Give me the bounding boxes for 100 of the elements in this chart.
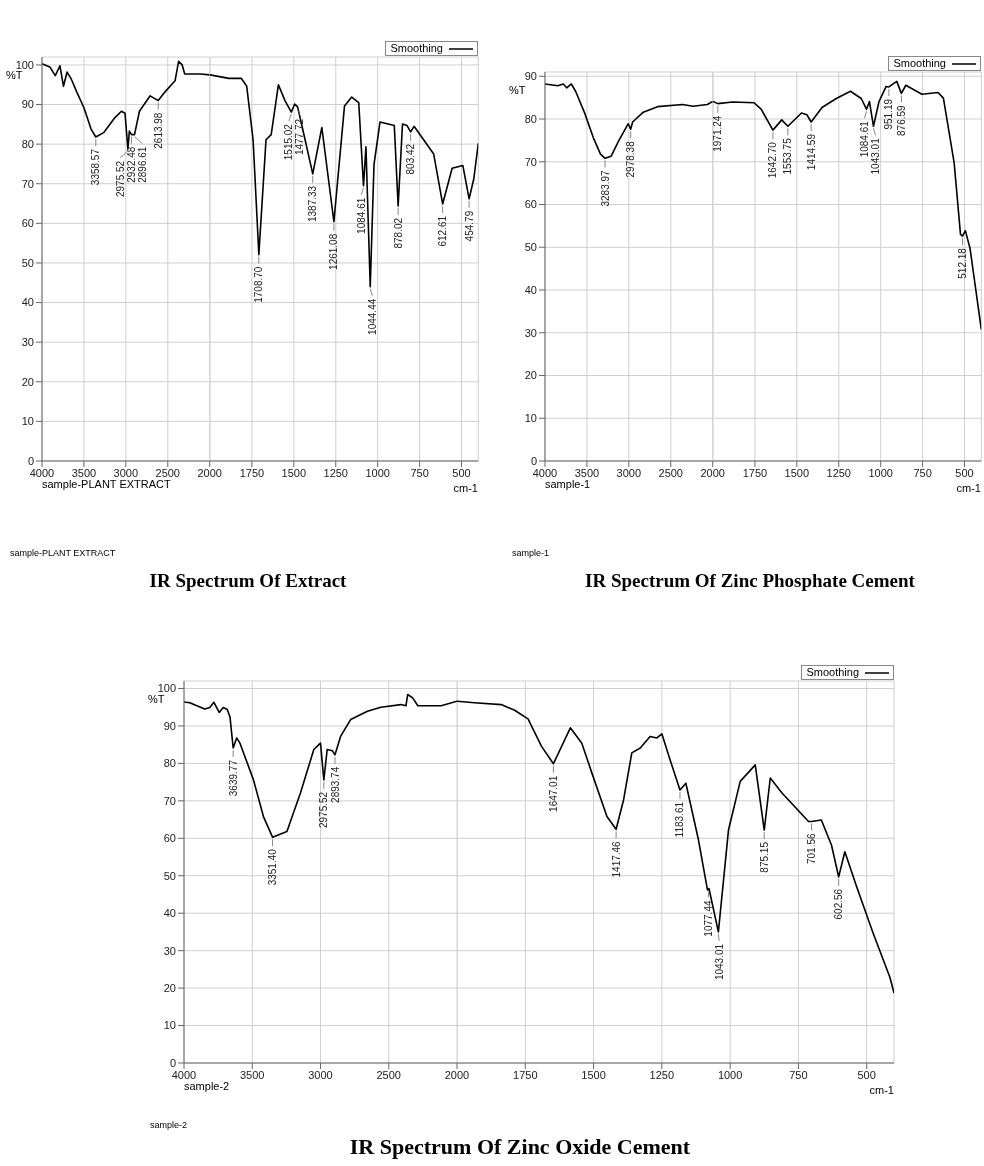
annotation: 951.19 <box>883 98 895 130</box>
annotation: 1043.01 <box>713 943 725 981</box>
text: sample-PLANT EXTRACT <box>10 548 116 558</box>
x-tick-label: 3000 <box>308 1068 333 1081</box>
y-tick-label: 0 <box>27 454 34 467</box>
annotation: 1515.02 <box>283 123 295 161</box>
y-tick-label: 70 <box>524 155 537 168</box>
y-tick-label: 10 <box>21 415 34 428</box>
y-tick-label: 90 <box>21 98 34 111</box>
text: sample-2 <box>150 1120 188 1130</box>
annotation: 1183.61 <box>674 801 686 838</box>
x-tick-label: 4000 <box>29 466 55 479</box>
x-tick-label: 2500 <box>376 1068 401 1081</box>
y-tick-label: 90 <box>524 70 537 83</box>
x-tick-label: 500 <box>452 466 471 479</box>
x-tick-label: 3500 <box>71 466 97 479</box>
y-tick-label: 20 <box>163 982 176 994</box>
y-tick-label: 70 <box>163 794 176 807</box>
annotation: 1477.72 <box>294 118 306 156</box>
annotation: 2975.52 <box>318 791 330 829</box>
legend-label: Smoothing <box>806 666 859 679</box>
y-tick-label: 20 <box>21 375 34 388</box>
x-tick-label: 500 <box>955 466 974 479</box>
text: sample-1 <box>512 548 550 558</box>
annotation: 2978.38 <box>625 140 637 178</box>
annotation: 1261.08 <box>328 233 340 270</box>
x-tick-label: 750 <box>410 466 429 479</box>
annotation: 1084.61 <box>355 197 367 234</box>
annotation: 1044.44 <box>366 298 378 335</box>
x-tick-label: 750 <box>789 1068 808 1081</box>
x-tick-label: 4000 <box>171 1068 197 1081</box>
annotation: 2896.61 <box>136 146 148 183</box>
y-tick-label: 80 <box>524 112 537 125</box>
x-tick-label: 4000 <box>532 466 558 479</box>
y-tick-label: 80 <box>21 138 34 151</box>
annotation: 1642.70 <box>767 141 779 179</box>
annotation: 1387.33 <box>306 185 318 222</box>
annotation: 1077.44 <box>702 900 714 937</box>
annotation: 3358.57 <box>90 148 102 186</box>
y-tick-label: 50 <box>21 256 34 269</box>
x-tick-label: 2000 <box>444 1068 470 1081</box>
y-tick-label: 90 <box>163 719 176 732</box>
annotation: 2932.48 <box>125 146 137 183</box>
annotation: 602.56 <box>833 888 845 920</box>
x-tick-label: 2500 <box>658 466 683 479</box>
x-tick-label: 3500 <box>574 466 600 479</box>
annotation: 3639.77 <box>227 759 239 797</box>
annotation: 878.02 <box>392 217 404 249</box>
annotation: 2893.74 <box>329 766 341 803</box>
annotation: 803.42 <box>404 143 416 175</box>
x-tick-label: 1500 <box>784 466 809 479</box>
x-tick-label: 1750 <box>742 466 767 479</box>
x-tick-label: 2000 <box>700 466 725 479</box>
x-axis-title: cm-1 <box>453 482 478 494</box>
annotation: 701.56 <box>806 833 818 865</box>
y-tick-label: 50 <box>163 869 176 882</box>
annotation: 876.59 <box>895 104 907 136</box>
y-tick-label: 30 <box>21 336 34 349</box>
annotation: 3351.40 <box>267 848 279 886</box>
x-tick-label: 2500 <box>155 466 180 479</box>
x-axis-title: cm-1 <box>956 482 981 494</box>
annotation: 612.61 <box>436 215 448 247</box>
y-tick-label: 10 <box>524 412 537 425</box>
x-tick-label: 750 <box>913 466 932 479</box>
y-tick-label: 60 <box>524 198 537 211</box>
y-tick-label: 50 <box>524 241 537 254</box>
x-tick-label: 1250 <box>826 466 851 479</box>
text: sample-PLANT EXTRACT <box>42 478 171 490</box>
annotation: 1417.46 <box>610 840 622 878</box>
annotation: 875.15 <box>758 841 770 873</box>
annotation: 2613.98 <box>152 112 164 149</box>
y-tick-label: 30 <box>163 944 176 957</box>
y-tick-label: 0 <box>530 454 537 467</box>
x-axis-title: cm-1 <box>869 1084 894 1096</box>
x-tick-label: 1750 <box>513 1068 538 1081</box>
annotation: 512.18 <box>956 247 968 279</box>
annotation: 1553.75 <box>782 137 794 175</box>
y-tick-label: 10 <box>163 1019 176 1032</box>
y-axis-title: %T <box>6 69 23 81</box>
x-tick-label: 1750 <box>239 466 264 479</box>
x-tick-label: 1000 <box>868 466 893 479</box>
x-tick-label: 500 <box>857 1068 876 1081</box>
text: IR Spectrum Of Zinc Phosphate Cement <box>584 570 916 592</box>
x-tick-label: 2000 <box>197 466 222 479</box>
x-tick-label: 3000 <box>616 466 642 479</box>
legend-label: Smoothing <box>390 42 443 55</box>
x-tick-label: 1000 <box>365 466 390 479</box>
x-tick-label: 3000 <box>113 466 139 479</box>
text: sample-2 <box>184 1080 230 1092</box>
y-axis-title: %T <box>148 693 165 705</box>
annotation: 1971.24 <box>712 115 724 152</box>
y-tick-label: 100 <box>157 682 176 695</box>
y-tick-label: 40 <box>163 907 176 920</box>
y-axis-title: %T <box>509 84 526 96</box>
annotation: 1043.01 <box>869 137 881 175</box>
y-tick-label: 100 <box>15 58 34 71</box>
legend-label: Smoothing <box>893 57 946 70</box>
annotation: 454.79 <box>463 210 475 242</box>
annotation: 1414.59 <box>805 133 817 171</box>
text: IR Spectrum Of Zinc Oxide Cement <box>348 1134 692 1160</box>
